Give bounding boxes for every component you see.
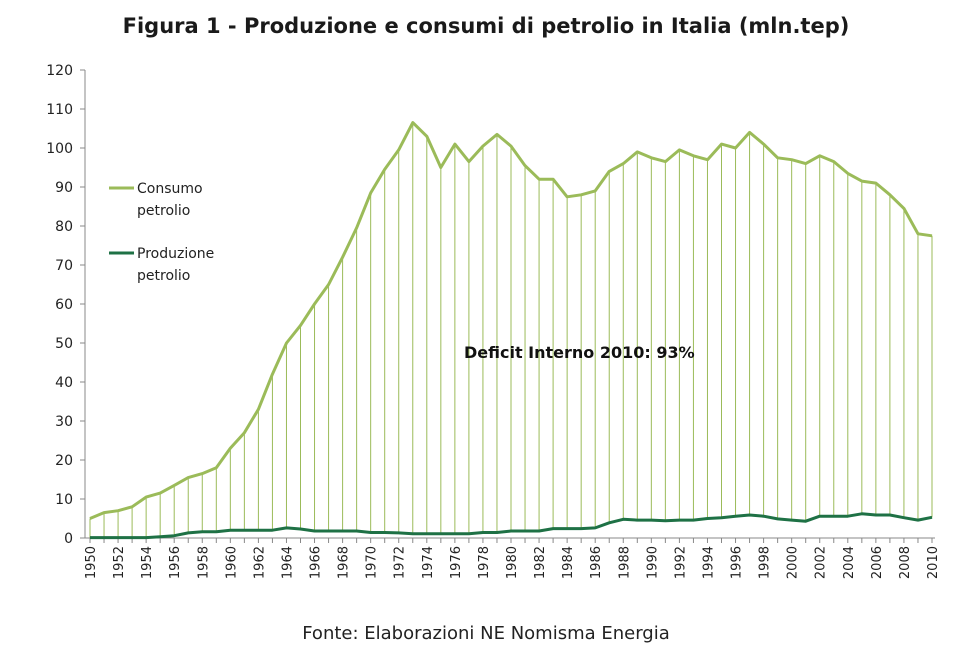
chart-title: Figura 1 - Produzione e consumi di petro… xyxy=(122,14,850,38)
legend-label: petrolio xyxy=(137,203,190,219)
x-tick-label: 1996 xyxy=(730,546,745,579)
x-tick-label: 1970 xyxy=(365,546,380,579)
x-tick-label: 1950 xyxy=(84,546,99,579)
x-tick-label: 2008 xyxy=(898,546,913,579)
y-tick-label: 80 xyxy=(55,219,73,235)
x-tick-label: 1972 xyxy=(393,546,408,579)
x-tick-label: 2004 xyxy=(842,546,857,579)
y-tick-label: 110 xyxy=(46,102,73,118)
x-tick-label: 1962 xyxy=(252,546,267,579)
y-tick-label: 120 xyxy=(46,63,73,79)
x-tick-label: 2010 xyxy=(926,546,941,579)
y-tick-label: 90 xyxy=(55,180,73,196)
x-tick-label: 2000 xyxy=(786,546,801,579)
y-tick-label: 60 xyxy=(55,297,73,313)
legend: Consumo petrolio Produzione petrolio xyxy=(109,181,214,284)
series-layer xyxy=(89,121,933,540)
x-tick-label: 1984 xyxy=(561,546,576,579)
series-line-consumo xyxy=(89,121,933,520)
x-tick-label: 1966 xyxy=(309,546,324,579)
legend-label: Consumo xyxy=(137,181,203,197)
x-tick-label: 1954 xyxy=(140,546,155,579)
y-tick-label: 20 xyxy=(55,453,73,469)
legend-label: Produzione xyxy=(137,246,214,262)
axes: 0 10 20 30 40 50 60 70 80 90 100 110 120 1950 1952 1954… xyxy=(46,63,941,579)
fill-vertical-lines xyxy=(89,122,933,538)
x-tick-label: 2002 xyxy=(814,546,829,579)
x-tick-label: 1952 xyxy=(112,546,127,579)
x-tick-label: 1986 xyxy=(589,546,604,579)
legend-label: petrolio xyxy=(137,268,190,284)
x-tick-label: 1992 xyxy=(673,546,688,579)
x-tick-label: 1988 xyxy=(617,546,632,579)
x-tick-label: 1982 xyxy=(533,546,548,579)
x-tick-label: 1958 xyxy=(196,546,211,579)
y-tick-label: 10 xyxy=(55,492,73,508)
x-tick-label: 2006 xyxy=(870,546,885,579)
x-tick-label: 1974 xyxy=(421,546,436,579)
y-tick-label: 70 xyxy=(55,258,73,274)
y-tick-label: 40 xyxy=(55,375,73,391)
y-tick-label: 0 xyxy=(64,531,73,547)
x-tick-label: 1964 xyxy=(280,546,295,579)
x-tick-label: 1994 xyxy=(701,546,716,579)
x-tick-label: 1990 xyxy=(645,546,660,579)
x-tick-label: 1980 xyxy=(505,546,520,579)
y-tick-label: 50 xyxy=(55,336,73,352)
x-tick-label: 1998 xyxy=(758,546,773,579)
y-tick-label: 30 xyxy=(55,414,73,430)
deficit-annotation: Deficit Interno 2010: 93% xyxy=(464,343,695,362)
x-tick-label: 1968 xyxy=(337,546,352,579)
source-note: Fonte: Elaborazioni NE Nomisma Energia xyxy=(302,623,670,644)
series-line-produzione xyxy=(90,512,933,540)
x-tick-label: 1976 xyxy=(449,546,464,579)
x-tick-label: 1956 xyxy=(168,546,183,579)
y-tick-label: 100 xyxy=(46,141,73,157)
x-tick-label: 1960 xyxy=(224,546,239,579)
x-tick-label: 1978 xyxy=(477,546,492,579)
